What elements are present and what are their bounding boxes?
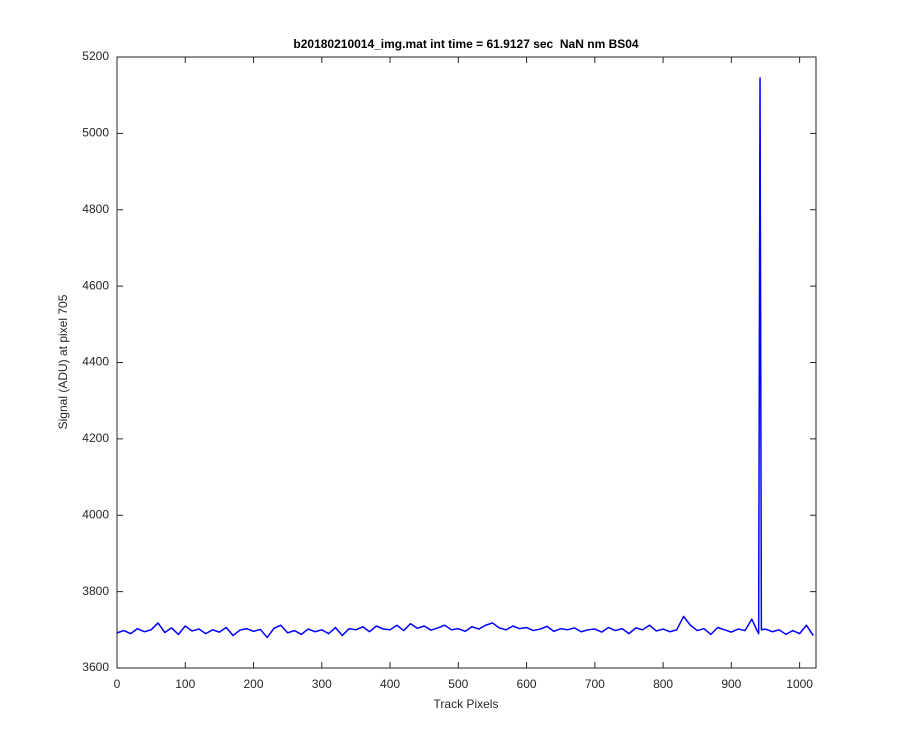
x-tick-label: 900 <box>721 677 741 691</box>
plot-frame <box>116 56 817 669</box>
chart-title: b20180210014_img.mat int time = 61.9127 … <box>293 37 639 51</box>
x-tick-label: 1000 <box>786 677 813 691</box>
y-tick-label: 5000 <box>82 126 109 140</box>
x-tick-label: 400 <box>380 677 400 691</box>
x-tick-label: 300 <box>312 677 332 691</box>
y-tick-label: 3600 <box>82 660 109 674</box>
y-tick-label: 4400 <box>82 355 109 369</box>
x-tick-label: 600 <box>517 677 537 691</box>
x-tick-label: 0 <box>114 677 121 691</box>
x-tick-label: 500 <box>448 677 468 691</box>
x-tick-label: 800 <box>653 677 673 691</box>
y-tick-label: 4800 <box>82 202 109 216</box>
y-tick-label: 4600 <box>82 278 109 292</box>
y-tick-label: 4200 <box>82 431 109 445</box>
y-axis-label: Signal (ADU) at pixel 705 <box>56 294 70 429</box>
y-tick-label: 3800 <box>82 584 109 598</box>
data-line <box>116 77 814 639</box>
x-axis-label: Track Pixels <box>434 697 499 711</box>
x-tick-label: 700 <box>585 677 605 691</box>
x-tick-label: 200 <box>244 677 264 691</box>
x-tick-label: 100 <box>175 677 195 691</box>
y-tick-label: 4000 <box>82 507 109 521</box>
y-tick-label: 5200 <box>82 49 109 63</box>
